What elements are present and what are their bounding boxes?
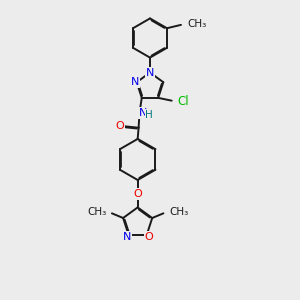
Text: N: N [146, 68, 154, 77]
Text: CH₃: CH₃ [187, 19, 206, 29]
Text: N: N [139, 108, 147, 118]
Text: CH₃: CH₃ [169, 207, 188, 217]
Text: Cl: Cl [177, 95, 189, 108]
Text: O: O [145, 232, 153, 242]
Text: O: O [116, 121, 124, 131]
Text: N: N [131, 77, 140, 87]
Text: CH₃: CH₃ [87, 207, 106, 217]
Text: O: O [133, 189, 142, 199]
Text: H: H [146, 110, 153, 120]
Text: N: N [123, 232, 131, 242]
